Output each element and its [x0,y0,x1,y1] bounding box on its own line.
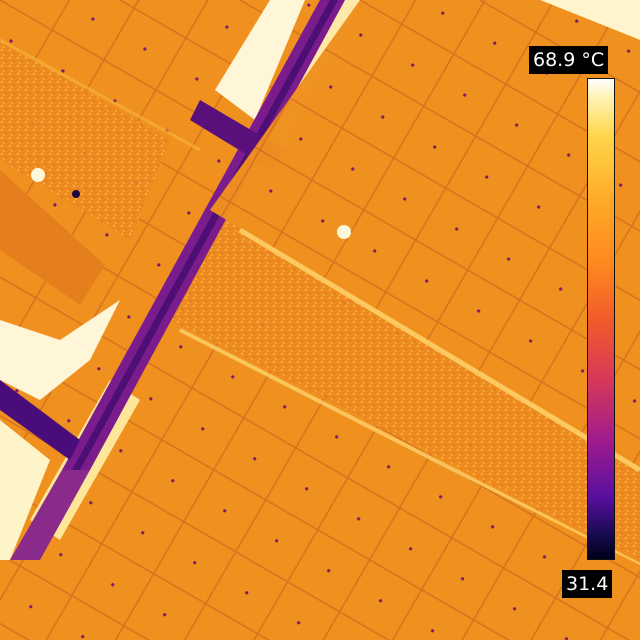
panel-gap-strip [0,40,170,240]
cold-spot [72,190,80,198]
panel-gap-strip [170,210,640,560]
hot-spot [31,168,45,182]
mounting-bracket [0,380,80,460]
min-temperature-label: 31.4 [562,570,613,598]
hot-seam [238,227,640,473]
mounting-beam [10,470,90,560]
mounting-beam [72,0,338,470]
hot-seam [179,328,640,567]
solar-panel-lower [60,330,640,640]
solar-panel-upper-left [0,0,250,140]
temperature-color-scale [587,78,615,560]
solar-panel-upper-right [210,0,640,470]
hot-strip [0,300,120,400]
max-temperature-label: 68.9 °C [529,46,609,74]
hot-seam [0,38,201,152]
hot-spot [337,225,351,239]
hot-strip [0,420,50,560]
hot-strip [215,0,305,120]
solar-panel-left [0,170,105,305]
